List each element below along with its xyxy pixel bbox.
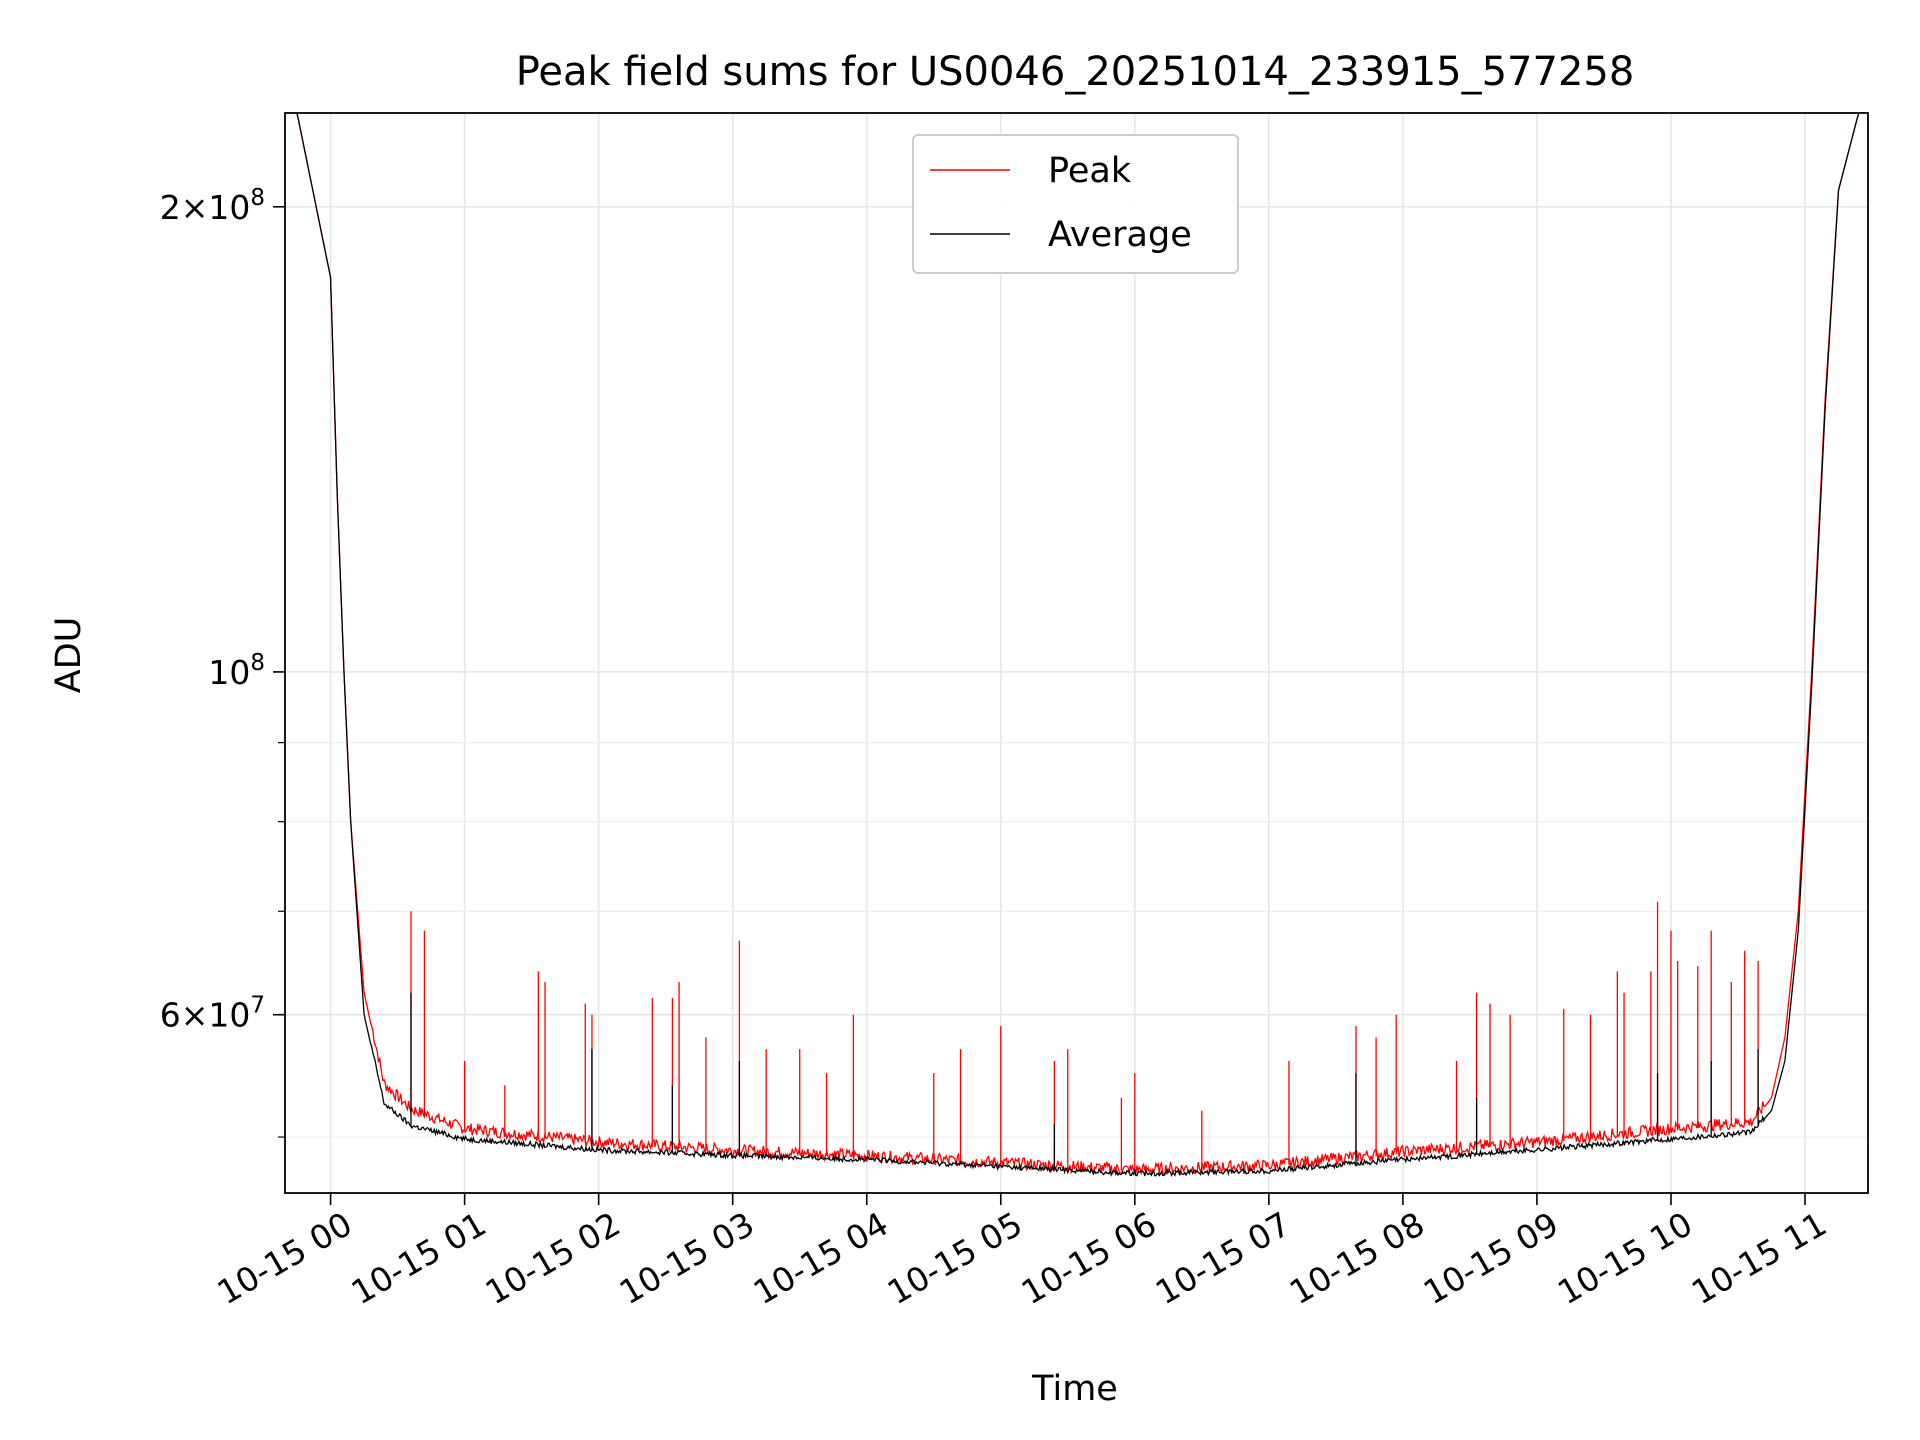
series-line-peak: [296, 113, 1860, 1177]
y-tick-label-0: 2×108: [160, 185, 265, 227]
legend: Peak Average: [912, 134, 1239, 274]
y-tick-label-exp-1: 8: [250, 650, 265, 676]
y-tick-label-1: 108: [208, 650, 265, 692]
x-axis-label: Time: [1031, 1369, 1118, 1409]
chart-title: Peak field sums for US0046_20251014_2339…: [516, 49, 1635, 95]
series-average: [296, 113, 1860, 1178]
y-tick-label-2: 6×107: [160, 993, 265, 1035]
y-axis-label: ADU: [49, 617, 89, 694]
legend-label-average: Average: [1048, 215, 1192, 255]
y-tick-label-exp-2: 7: [250, 993, 265, 1019]
legend-label-peak: Peak: [1048, 151, 1132, 191]
y-tick-label-base-0: 2×10: [160, 188, 251, 227]
y-tick-label-exp-0: 8: [250, 185, 265, 211]
plot-frame: [284, 112, 1869, 1194]
series-line-average: [296, 113, 1860, 1178]
y-tick-label-base-1: 10: [208, 653, 250, 692]
series-peak: [296, 113, 1860, 1177]
series-layer: [296, 113, 1860, 1178]
y-tick-label-base-2: 6×10: [160, 996, 251, 1035]
